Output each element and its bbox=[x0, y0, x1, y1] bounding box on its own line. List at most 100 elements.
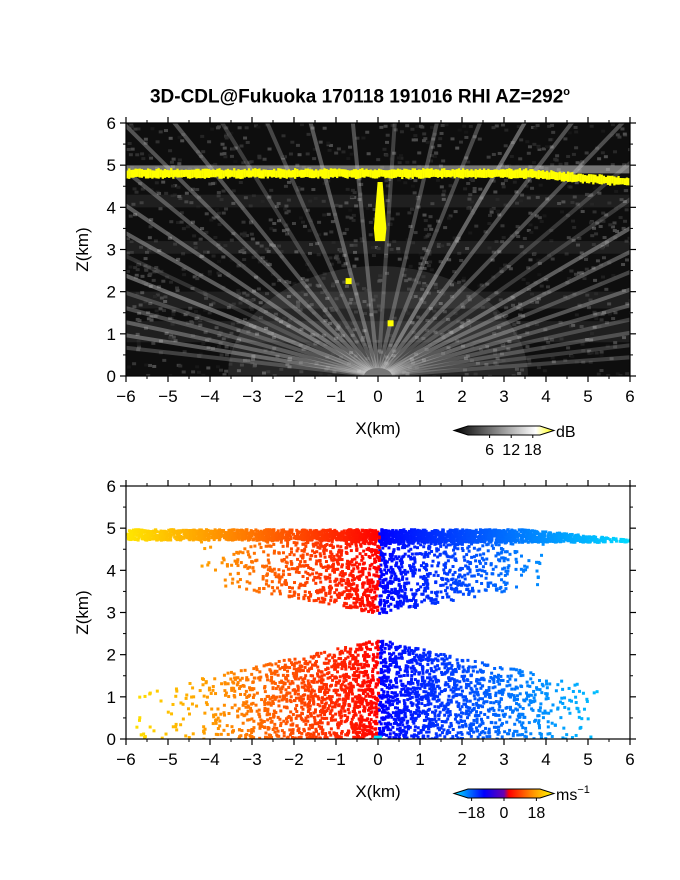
velocity-pixel bbox=[188, 538, 192, 542]
velocity-pixel bbox=[395, 557, 399, 561]
x-tick-label: 4 bbox=[541, 387, 550, 406]
noise-pixel bbox=[299, 123, 304, 127]
noise-pixel bbox=[529, 292, 534, 296]
noise-pixel bbox=[221, 211, 226, 215]
noise-pixel bbox=[413, 138, 418, 142]
velocity-pixel bbox=[494, 543, 498, 547]
cloud-pixel bbox=[170, 168, 173, 178]
velocity-pixel bbox=[573, 537, 577, 541]
noise-pixel bbox=[146, 317, 151, 321]
noise-pixel bbox=[601, 275, 606, 279]
velocity-pixel bbox=[230, 528, 234, 532]
velocity-pixel bbox=[443, 565, 447, 569]
velocity-pixel bbox=[311, 572, 315, 576]
velocity-pixel bbox=[402, 596, 406, 600]
velocity-pixel bbox=[490, 529, 494, 533]
beam-line bbox=[308, 123, 380, 376]
noise-pixel bbox=[357, 177, 362, 181]
velocity-pixel bbox=[336, 544, 340, 548]
velocity-pixel bbox=[227, 529, 231, 533]
noise-pixel bbox=[545, 197, 550, 201]
noise-pixel bbox=[216, 344, 221, 348]
noise-pixel bbox=[231, 147, 236, 151]
velocity-pixel bbox=[373, 537, 377, 541]
cloud-pixel bbox=[583, 175, 587, 182]
noise-pixel bbox=[525, 281, 530, 285]
velocity-pixel bbox=[312, 578, 316, 582]
noise-pixel bbox=[566, 277, 571, 281]
noise-pixel bbox=[612, 221, 617, 225]
cloud-pixel bbox=[331, 168, 335, 178]
cloud-pixel bbox=[321, 169, 324, 179]
noise-pixel bbox=[493, 348, 498, 352]
velocity-pixel bbox=[315, 529, 319, 533]
cloud-pixel bbox=[189, 169, 192, 179]
noise-pixel bbox=[360, 338, 365, 342]
velocity-pixel bbox=[335, 577, 339, 581]
noise-pixel bbox=[168, 373, 173, 376]
y-tick-label: 0 bbox=[107, 367, 116, 386]
noise-pixel bbox=[244, 234, 249, 238]
velocity-pixel bbox=[430, 534, 434, 538]
velocity-pixel bbox=[337, 550, 341, 554]
velocity-pixel bbox=[559, 532, 563, 536]
velocity-pixel bbox=[361, 602, 365, 606]
velocity-pixel bbox=[481, 539, 485, 543]
noise-pixel bbox=[407, 277, 412, 281]
velocity-pixel bbox=[357, 530, 361, 534]
velocity-pixel bbox=[350, 558, 354, 562]
beam-line bbox=[377, 343, 630, 376]
velocity-pixel bbox=[574, 533, 578, 537]
noise-pixel bbox=[224, 345, 229, 349]
velocity-pixel bbox=[398, 542, 402, 546]
noise-pixel bbox=[564, 162, 569, 166]
velocity-pixel bbox=[466, 546, 470, 550]
velocity-pixel bbox=[415, 538, 419, 542]
cloud-pixel bbox=[134, 168, 137, 177]
velocity-pixel bbox=[134, 529, 138, 533]
noise-pixel bbox=[373, 294, 378, 298]
cloud-pixel bbox=[283, 169, 286, 178]
noise-pixel bbox=[344, 284, 349, 288]
noise-pixel bbox=[543, 337, 548, 341]
velocity-pixel bbox=[398, 586, 402, 590]
noise-pixel bbox=[395, 212, 400, 216]
noise-pixel bbox=[574, 130, 579, 134]
noise-pixel bbox=[242, 234, 247, 238]
velocity-pixel bbox=[476, 548, 480, 552]
velocity-pixel bbox=[272, 538, 276, 542]
velocity-pixel bbox=[447, 595, 451, 599]
cloud-pixel bbox=[224, 169, 227, 177]
velocity-pixel bbox=[141, 534, 145, 538]
velocity-pixel bbox=[333, 591, 337, 595]
cloud-pixel bbox=[357, 169, 360, 179]
noise-pixel bbox=[344, 201, 349, 205]
noise-pixel bbox=[425, 313, 430, 317]
noise-pixel bbox=[599, 219, 604, 223]
noise-pixel bbox=[149, 218, 154, 222]
noise-pixel bbox=[193, 241, 198, 245]
noise-pixel bbox=[474, 224, 479, 228]
x-tick-label: −1 bbox=[326, 387, 345, 406]
cloud-pixel bbox=[573, 174, 576, 182]
velocity-pixel bbox=[558, 534, 562, 538]
cloud-pixel bbox=[281, 169, 284, 178]
cloud-pixel bbox=[491, 169, 494, 179]
velocity-pixel bbox=[434, 542, 438, 546]
noise-pixel bbox=[126, 269, 131, 273]
beam-line bbox=[126, 320, 379, 376]
velocity-pixel bbox=[414, 605, 418, 609]
noise-pixel bbox=[397, 257, 402, 261]
velocity-pixel bbox=[267, 531, 271, 535]
noise-pixel bbox=[438, 260, 443, 264]
noise-pixel bbox=[198, 318, 203, 322]
velocity-pixel bbox=[328, 555, 332, 559]
noise-pixel bbox=[295, 300, 300, 304]
noise-pixel bbox=[564, 252, 569, 256]
noise-pixel bbox=[203, 330, 208, 334]
velocity-pixel bbox=[456, 575, 460, 579]
velocity-pixel bbox=[381, 546, 385, 550]
noise-pixel bbox=[604, 243, 609, 247]
noise-pixel bbox=[483, 230, 488, 234]
velocity-pixel bbox=[456, 590, 460, 594]
